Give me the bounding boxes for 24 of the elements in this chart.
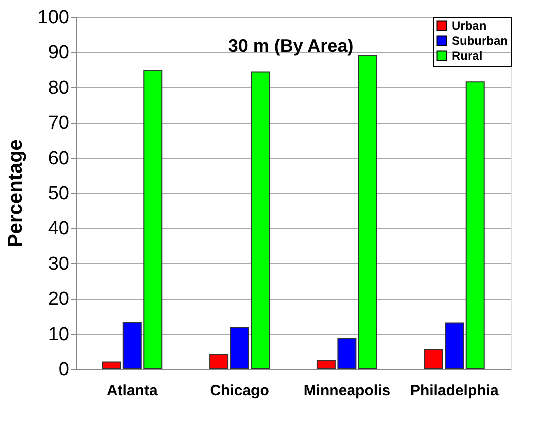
x-tick-label: Philadelphia bbox=[410, 382, 500, 400]
bar bbox=[466, 82, 485, 370]
bar bbox=[210, 354, 229, 370]
legend-label: Urban bbox=[452, 19, 487, 33]
y-tick-label: 50 bbox=[48, 184, 70, 204]
bar bbox=[102, 362, 122, 370]
y-axis-title: Percentage bbox=[4, 140, 27, 248]
y-tick-label: 20 bbox=[48, 289, 70, 310]
y-tick-label: 60 bbox=[48, 148, 70, 170]
x-tick-label: Chicago bbox=[210, 382, 270, 400]
legend-label: Suburban bbox=[452, 34, 508, 48]
y-tick-label: 30 bbox=[48, 254, 70, 275]
y-tick-label: 0 bbox=[58, 360, 70, 380]
x-tick-label: Minneapolis bbox=[304, 382, 391, 400]
x-tick-label: Atlanta bbox=[106, 382, 158, 400]
y-tick-label: 90 bbox=[48, 42, 70, 64]
bar bbox=[358, 55, 378, 370]
y-tick-label: 100 bbox=[38, 8, 70, 28]
legend-label: Rural bbox=[452, 49, 483, 63]
y-tick-label: 80 bbox=[48, 78, 70, 99]
y-tick-label: 40 bbox=[48, 218, 70, 240]
y-tick-label: 70 bbox=[48, 113, 70, 134]
y-tick-label: 10 bbox=[48, 324, 70, 346]
text: 30 m (By Area) bbox=[228, 36, 354, 56]
